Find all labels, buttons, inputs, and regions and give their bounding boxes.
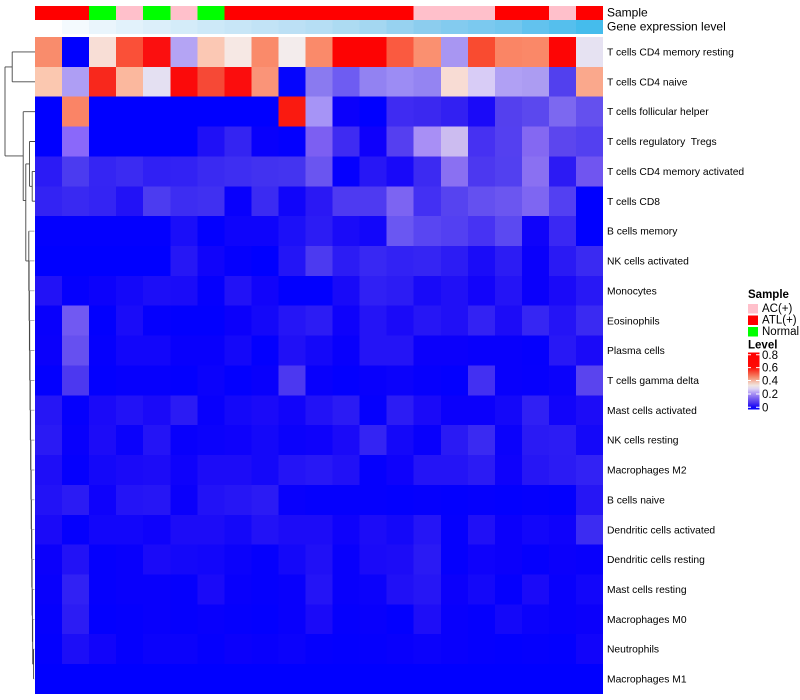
svg-text:Gene expression level: Gene expression level: [607, 20, 726, 34]
svg-text:Level: Level: [748, 340, 777, 352]
svg-text:AC(+): AC(+): [762, 303, 793, 315]
svg-text:Macrophages M2: Macrophages M2: [607, 466, 687, 477]
svg-text:T cells CD4 memory activated: T cells CD4 memory activated: [607, 167, 744, 178]
svg-text:Dendritic cells activated: Dendritic cells activated: [607, 525, 715, 536]
svg-text:Eosinophils: Eosinophils: [607, 316, 660, 327]
svg-text:0.4: 0.4: [762, 376, 779, 388]
svg-text:0.2: 0.2: [762, 389, 778, 401]
svg-text:ATL(+): ATL(+): [762, 315, 797, 327]
svg-text:Mast cells resting: Mast cells resting: [607, 585, 687, 596]
svg-text:0.8: 0.8: [762, 350, 778, 362]
svg-text:T cells CD4 naive: T cells CD4 naive: [607, 77, 688, 88]
svg-text:Normal: Normal: [762, 326, 799, 338]
svg-text:Sample: Sample: [607, 6, 648, 20]
svg-text:Monocytes: Monocytes: [607, 286, 657, 297]
svg-text:T cells gamma delta: T cells gamma delta: [607, 376, 699, 387]
svg-text:Macrophages M0: Macrophages M0: [607, 615, 687, 626]
svg-text:B cells memory: B cells memory: [607, 227, 678, 238]
svg-text:T cells follicular helper: T cells follicular helper: [607, 107, 709, 118]
svg-text:Sample: Sample: [748, 289, 789, 301]
svg-text:0.6: 0.6: [762, 363, 778, 375]
svg-text:Dendritic cells resting: Dendritic cells resting: [607, 555, 705, 566]
svg-text:0: 0: [762, 402, 768, 414]
svg-text:Neutrophils: Neutrophils: [607, 645, 659, 656]
svg-text:NK cells resting: NK cells resting: [607, 436, 679, 447]
svg-text:NK cells activated: NK cells activated: [607, 257, 689, 268]
svg-text:B cells naive: B cells naive: [607, 495, 665, 506]
svg-text:Macrophages M1: Macrophages M1: [607, 675, 687, 686]
svg-text:T cells CD4 memory resting: T cells CD4 memory resting: [607, 48, 734, 59]
svg-text:T cells CD8: T cells CD8: [607, 197, 660, 208]
svg-text:Mast cells activated: Mast cells activated: [607, 406, 697, 417]
svg-text:Plasma cells: Plasma cells: [607, 346, 665, 357]
svg-text:T cells regulatory Tregs: T cells regulatory Tregs: [607, 137, 717, 148]
